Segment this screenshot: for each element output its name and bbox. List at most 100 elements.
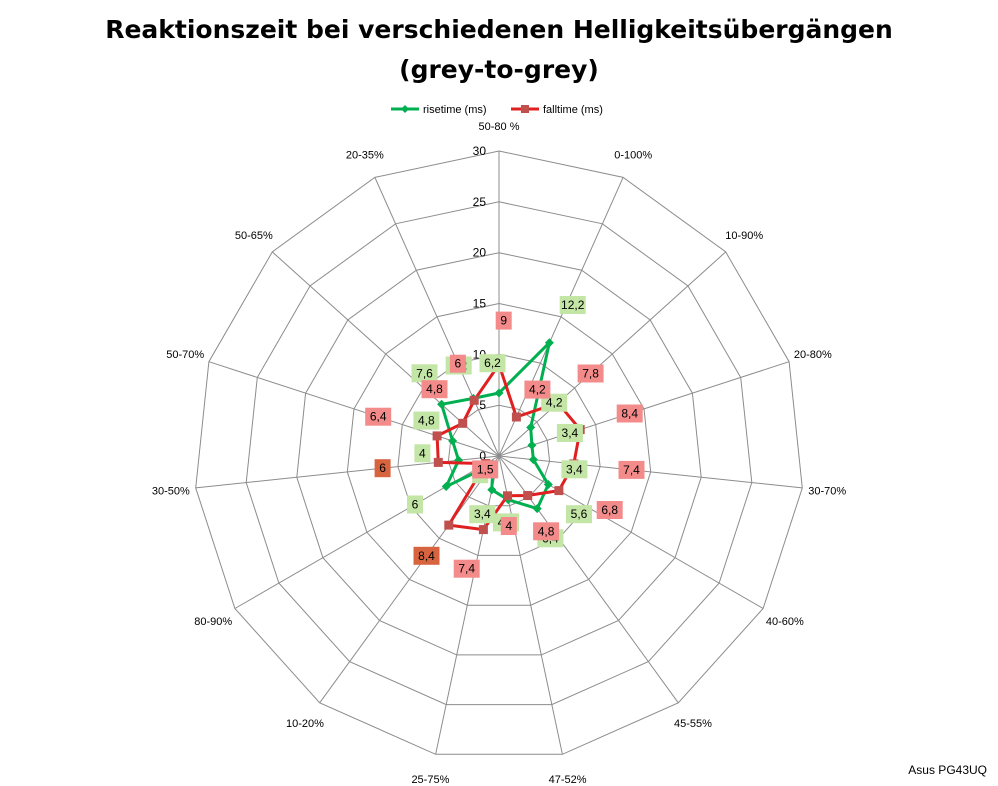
radar-grid: [195, 150, 803, 755]
data-label: 6,4: [370, 410, 387, 424]
risetime-point: [487, 485, 497, 495]
data-label: 8,4: [621, 407, 638, 421]
grid-spoke: [498, 455, 803, 489]
grid-spoke: [498, 361, 790, 457]
data-label-box: [421, 380, 448, 399]
category-label: 80-90%: [194, 616, 232, 628]
risetime-point: [437, 399, 447, 409]
falltime-point: [478, 525, 488, 535]
radial-tick-label: 30: [473, 144, 487, 158]
credit-label: Asus PG43UQ: [908, 763, 987, 777]
data-label: 7,8: [582, 367, 599, 381]
category-label: 20-35%: [346, 150, 384, 162]
data-label: 6: [379, 461, 386, 475]
data-label-box: [616, 404, 643, 423]
data-label: 7,6: [416, 366, 433, 380]
category-label: 45-55%: [674, 718, 712, 730]
data-label: 6: [455, 357, 462, 371]
category-label: 10-20%: [286, 718, 324, 730]
category-label: 20-80%: [794, 349, 832, 361]
grid-ring: [195, 150, 803, 755]
data-label: 12,2: [561, 298, 585, 312]
series-line-falltime: [435, 363, 582, 532]
data-label: 6,8: [601, 503, 618, 517]
risetime-point: [526, 422, 536, 432]
grid-ring: [397, 353, 601, 556]
data-label: 3,4: [562, 426, 579, 440]
falltime-point: [469, 395, 479, 405]
radial-tick-label: 0: [479, 449, 486, 463]
data-label-box: [577, 364, 604, 383]
category-label: 50-65%: [235, 230, 273, 242]
falltime-point: [444, 520, 454, 530]
grid-spoke: [319, 455, 500, 704]
risetime-point: [532, 504, 542, 514]
risetime-point: [448, 436, 458, 446]
data-label: 4: [505, 519, 512, 533]
data-label-box: [407, 495, 423, 514]
legend-falltime-marker: [521, 105, 529, 113]
data-label-box: [449, 354, 466, 373]
data-label-box: [479, 354, 506, 373]
radial-tick-label: 25: [473, 195, 487, 209]
data-label-box: [495, 311, 512, 330]
data-label: 6,2: [484, 356, 501, 370]
chart-title: Reaktionszeit bei verschiedenen Helligke…: [105, 15, 893, 44]
data-label: 3,4: [474, 507, 491, 521]
risetime-point: [441, 482, 451, 491]
data-label-box: [411, 364, 438, 383]
radial-tick-label: 5: [479, 398, 486, 412]
legend-risetime-label: risetime (ms): [423, 104, 487, 116]
falltime-point: [503, 491, 512, 501]
risetime-point: [528, 455, 538, 465]
data-label: 9: [500, 314, 507, 328]
data-label-box: [500, 517, 517, 535]
data-label-box: [533, 522, 560, 541]
category-label: 50-80 %: [479, 121, 520, 133]
category-label: 30-50%: [152, 486, 190, 498]
data-label: 6: [412, 498, 419, 512]
chart-subtitle: (grey-to-grey): [399, 55, 599, 84]
data-label: 7,4: [458, 562, 475, 576]
data-label-box: [561, 460, 588, 479]
category-label: 10-90%: [725, 230, 763, 242]
risetime-point: [527, 440, 537, 450]
risetime-point: [494, 388, 504, 398]
falltime-point: [458, 418, 468, 428]
category-labels: 50-80 % 0-100% 10-90% 20-80% 30-70% 40-60% 45-…: [152, 121, 847, 786]
data-label: 4,8: [418, 414, 435, 428]
data-label: 5,6: [571, 507, 588, 521]
legend-falltime-label: falltime (ms): [543, 104, 603, 116]
grid-spoke: [498, 177, 624, 457]
data-label-box: [469, 505, 496, 524]
category-label: 0-100%: [614, 150, 652, 162]
grid-spoke: [374, 177, 500, 457]
data-label: 3,4: [566, 462, 583, 476]
grid-ring: [245, 201, 753, 706]
data-label-box: [413, 546, 440, 565]
data-labels: 6,212,24,23,43,45,66,44,43,41644,87,66,2…: [365, 296, 645, 578]
grid-ring: [296, 252, 702, 656]
data-label: 7,4: [623, 463, 640, 477]
falltime-point: [554, 486, 564, 496]
falltime-point: [433, 457, 443, 467]
data-label-box: [414, 444, 431, 463]
data-label: 4,2: [546, 396, 563, 410]
data-label: 8,4: [418, 549, 435, 563]
radial-tick-label: 20: [473, 246, 487, 260]
data-label: 1,5: [477, 462, 494, 476]
data-label-box: [596, 501, 623, 519]
data-label-box: [559, 296, 586, 314]
data-label-box: [374, 459, 391, 478]
data-label-box: [472, 460, 499, 479]
grid-spoke: [498, 455, 764, 609]
category-label: 40-60%: [766, 616, 804, 628]
data-label: 4: [419, 446, 426, 460]
data-label-box: [618, 460, 645, 479]
grid-spoke: [498, 455, 563, 755]
data-label-box: [413, 411, 440, 430]
legend: risetime (ms) falltime (ms): [391, 104, 603, 116]
grid-spoke: [498, 251, 727, 457]
